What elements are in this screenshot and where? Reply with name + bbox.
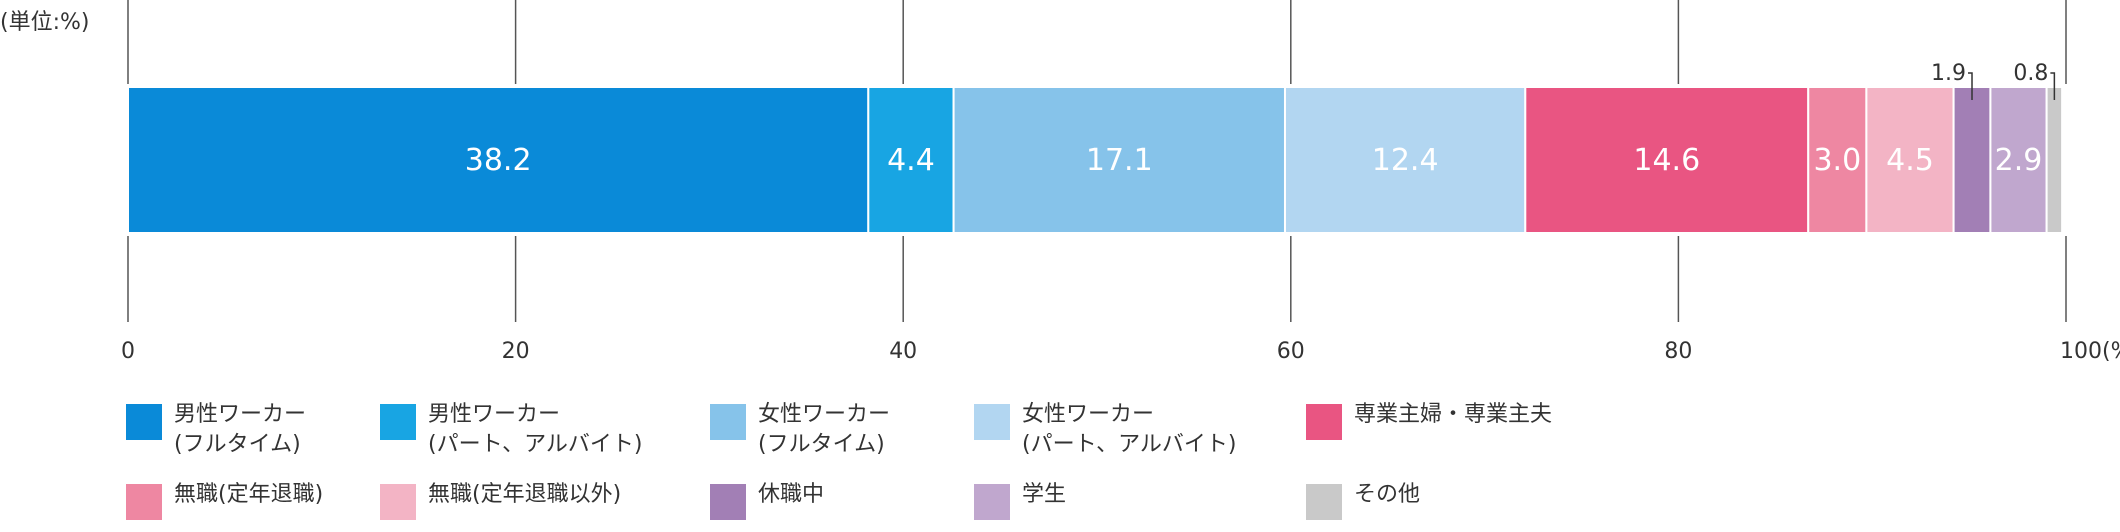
legend-label: 無職(定年退職以外) (428, 482, 622, 507)
legend-item: 無職(定年退職以外) (380, 482, 621, 520)
bar-segment (1283, 86, 1527, 234)
legend-swatch (974, 404, 1010, 440)
legend-item: 男性ワーカー (パート、アルバイト) (380, 402, 643, 460)
legend-label: 休職中 (758, 482, 825, 507)
unit-note: (単位:%) (0, 10, 90, 35)
legend-item: 無職(定年退職) (126, 482, 323, 520)
legend-item: 休職中 (710, 482, 824, 520)
legend-swatch (710, 404, 746, 440)
bar-segment (1952, 86, 1992, 234)
bar-segment (1524, 86, 1810, 234)
legend-label: その他 (1354, 482, 1421, 507)
bar-value-label: 4.5 (1886, 143, 1934, 178)
legend-swatch (1306, 404, 1342, 440)
x-tick-label: 80 (1664, 339, 1692, 364)
legend-item: 女性ワーカー (フルタイム) (710, 402, 890, 460)
bar-value-label: 3.0 (1813, 143, 1861, 178)
legend-label: 学生 (1022, 482, 1067, 507)
bar-value-label: 4.4 (887, 143, 935, 178)
bar-segment (2045, 86, 2064, 234)
x-tick-label: 40 (889, 339, 917, 364)
bar-value-label: 38.2 (465, 143, 532, 178)
legend-swatch (126, 484, 162, 520)
x-tick-label: 0 (121, 339, 135, 364)
bar-value-label: 1.9 (1931, 61, 1966, 86)
legend-label: 専業主婦・専業主夫 (1354, 402, 1553, 427)
bar-value-label: 0.8 (2013, 61, 2048, 86)
x-tick-label: 20 (502, 339, 530, 364)
legend-label: 無職(定年退職) (174, 482, 324, 507)
legend-label: 女性ワーカー (フルタイム) (758, 402, 891, 457)
x-tick-label: 60 (1277, 339, 1305, 364)
legend-label: 男性ワーカー (パート、アルバイト) (428, 402, 643, 457)
legend-swatch (1306, 484, 1342, 520)
legend-item: 男性ワーカー (フルタイム) (126, 402, 306, 460)
bar-segment (1989, 86, 2048, 234)
callout-leader (2050, 72, 2056, 100)
legend-item: 学生 (974, 482, 1066, 520)
legend-swatch (126, 404, 162, 440)
legend-item: その他 (1306, 482, 1420, 520)
legend-swatch (380, 404, 416, 440)
legend-swatch (380, 484, 416, 520)
x-tick-label: 100(%) (2060, 339, 2120, 364)
legend-label: 女性ワーカー (パート、アルバイト) (1022, 402, 1237, 457)
legend-label: 男性ワーカー (フルタイム) (174, 402, 307, 457)
bar-value-label: 14.6 (1633, 143, 1700, 178)
bar-value-label: 12.4 (1372, 143, 1439, 178)
stacked-bar-chart: 38.2 4.4 17.1 12.4 14.6 3.0 4.5 2.9 1.9 0.8 0 20 40… (121, 0, 2120, 364)
bar-segment (952, 86, 1286, 234)
callout-leader (1968, 72, 1973, 100)
bar-segment (1807, 86, 1868, 234)
bar-segment (127, 86, 870, 234)
legend-swatch (974, 484, 1010, 520)
legend-item: 専業主婦・専業主夫 (1306, 402, 1552, 440)
bar-segment (1865, 86, 1955, 234)
legend-swatch (710, 484, 746, 520)
legend: 男性ワーカー (フルタイム) 男性ワーカー (パート、アルバイト) 女性ワーカー (… (126, 402, 2086, 532)
legend-item: 女性ワーカー (パート、アルバイト) (974, 402, 1237, 460)
bar-value-label: 17.1 (1086, 143, 1153, 178)
bar-value-label: 2.9 (1995, 143, 2043, 178)
